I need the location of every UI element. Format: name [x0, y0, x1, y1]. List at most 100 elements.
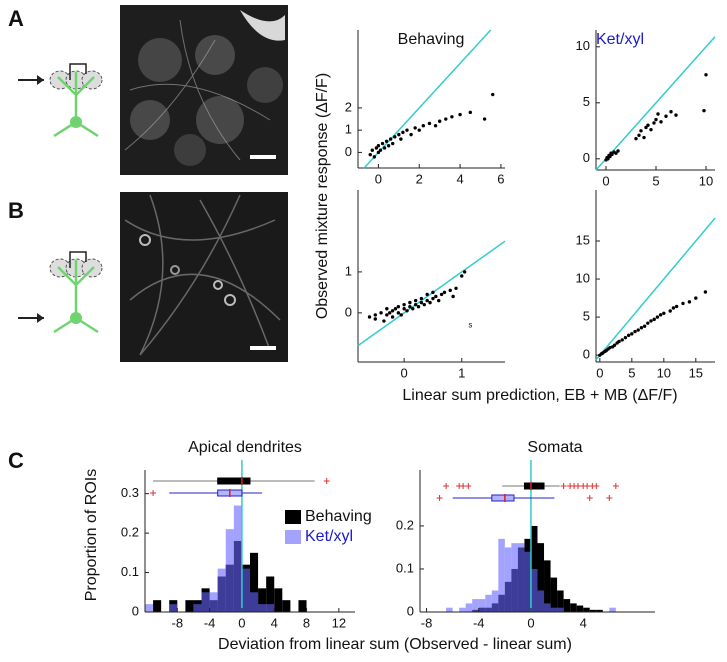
scatter-point — [408, 300, 412, 305]
scatter-point — [637, 133, 641, 137]
scatter-point — [652, 317, 656, 322]
scatter-point — [388, 311, 392, 315]
neuron-diagram — [18, 63, 103, 138]
scatter-point — [656, 112, 660, 116]
x-tick-label: -8 — [421, 615, 433, 630]
scatter-point — [655, 315, 660, 319]
histogram-bar — [250, 592, 259, 612]
y-tick-label: 0 — [345, 144, 352, 159]
scatter-point — [402, 307, 406, 311]
scatter-point — [654, 117, 658, 122]
box-outlier — [584, 483, 591, 489]
scatter-point — [422, 302, 426, 307]
scatter-point — [373, 313, 377, 317]
scatter-point — [450, 115, 454, 119]
scatter-point — [380, 141, 385, 146]
x-tick-label: 1 — [458, 365, 465, 380]
y-tick-label: 1 — [345, 122, 352, 137]
y-tick-label: 0.2 — [121, 525, 139, 540]
x-axis-label: Linear sum prediction, EB + MB (ΔF/F) — [402, 387, 677, 404]
x-axis-label: Deviation from linear sum (Observed - li… — [218, 636, 572, 653]
chart-title: Apical dendrites — [188, 439, 302, 456]
scatter-point — [437, 119, 442, 123]
histogram-bar — [209, 592, 218, 612]
scatter-point — [370, 148, 374, 152]
x-tick-label: 0 — [375, 171, 382, 186]
scatter-point — [419, 300, 424, 305]
scatter-point — [626, 333, 631, 338]
scatter-point — [664, 114, 668, 118]
x-tick-label: 5 — [652, 173, 659, 188]
scatter-point — [384, 139, 389, 143]
scatter-point — [411, 307, 415, 311]
neuron-diagram — [18, 251, 103, 334]
scatter-point — [642, 135, 646, 140]
scatter-point — [376, 144, 381, 148]
scatter-point — [448, 288, 452, 293]
chart-title: Somata — [527, 439, 582, 456]
scatter-point — [630, 332, 634, 336]
box — [491, 494, 515, 502]
scatter-point — [612, 343, 617, 347]
panel-letter: B — [8, 198, 24, 223]
scatter-point — [639, 129, 643, 133]
scatter-point — [373, 317, 377, 321]
histogram-bar — [274, 588, 283, 612]
y-tick-label: 0 — [345, 304, 352, 319]
histogram-bar — [583, 607, 590, 612]
scatter-point — [681, 301, 685, 306]
histogram-bar — [576, 605, 584, 612]
scatter-point — [378, 148, 383, 152]
scatter-point — [413, 298, 418, 303]
box-outlier — [150, 490, 157, 496]
histogram-bar — [609, 607, 616, 612]
scatter-point — [703, 290, 708, 294]
identity-line — [363, 29, 492, 169]
histogram-bar — [153, 600, 162, 612]
scatter-point — [491, 92, 495, 97]
y-tick-label: 0 — [583, 347, 590, 362]
scatter-point — [376, 150, 381, 155]
box-outlier — [586, 495, 593, 501]
histogram-bar — [570, 603, 577, 612]
scatter-point — [620, 338, 624, 342]
scatter-point — [413, 126, 417, 130]
scatter-point — [442, 290, 447, 295]
scatter-point — [393, 307, 398, 311]
scatter-point — [658, 313, 663, 317]
histogram-bar — [550, 607, 558, 612]
scatter-point — [391, 141, 395, 146]
histogram-bar — [250, 552, 259, 612]
scatter-point — [644, 125, 648, 130]
scatter-point — [427, 121, 432, 126]
scatter-point — [659, 120, 663, 124]
x-tick-label: 4 — [580, 615, 587, 630]
histogram-bar — [557, 607, 564, 612]
scatter-point — [401, 130, 405, 135]
scatter-point — [674, 113, 678, 117]
scatter-point — [458, 112, 462, 117]
x-tick-label: 8 — [303, 615, 310, 630]
x-tick-label: 10 — [657, 365, 671, 380]
y-tick-label: 0 — [132, 603, 139, 618]
y-axis-label: Observed mixture response (ΔF/F) — [314, 73, 331, 319]
histogram-bar — [446, 607, 453, 612]
x-tick-label: 0 — [401, 365, 408, 380]
x-tick-label: 15 — [689, 365, 703, 380]
scatter-point — [668, 309, 672, 313]
scatter-point — [616, 149, 620, 153]
scatter-point — [649, 127, 653, 132]
histogram-bar — [537, 590, 545, 612]
box-outlier — [593, 483, 600, 489]
histogram-bar — [544, 560, 551, 612]
scatter-point — [396, 305, 401, 309]
x-tick-label: 0 — [238, 615, 245, 630]
x-tick-label: 10 — [699, 173, 713, 188]
scatter-point — [382, 146, 387, 150]
scatter-point — [694, 296, 698, 300]
scatter-point — [608, 345, 612, 350]
y-tick-label: 5 — [583, 94, 590, 109]
scatter-point — [671, 306, 676, 310]
scatter-point — [451, 294, 455, 299]
histogram-bar — [491, 590, 499, 612]
